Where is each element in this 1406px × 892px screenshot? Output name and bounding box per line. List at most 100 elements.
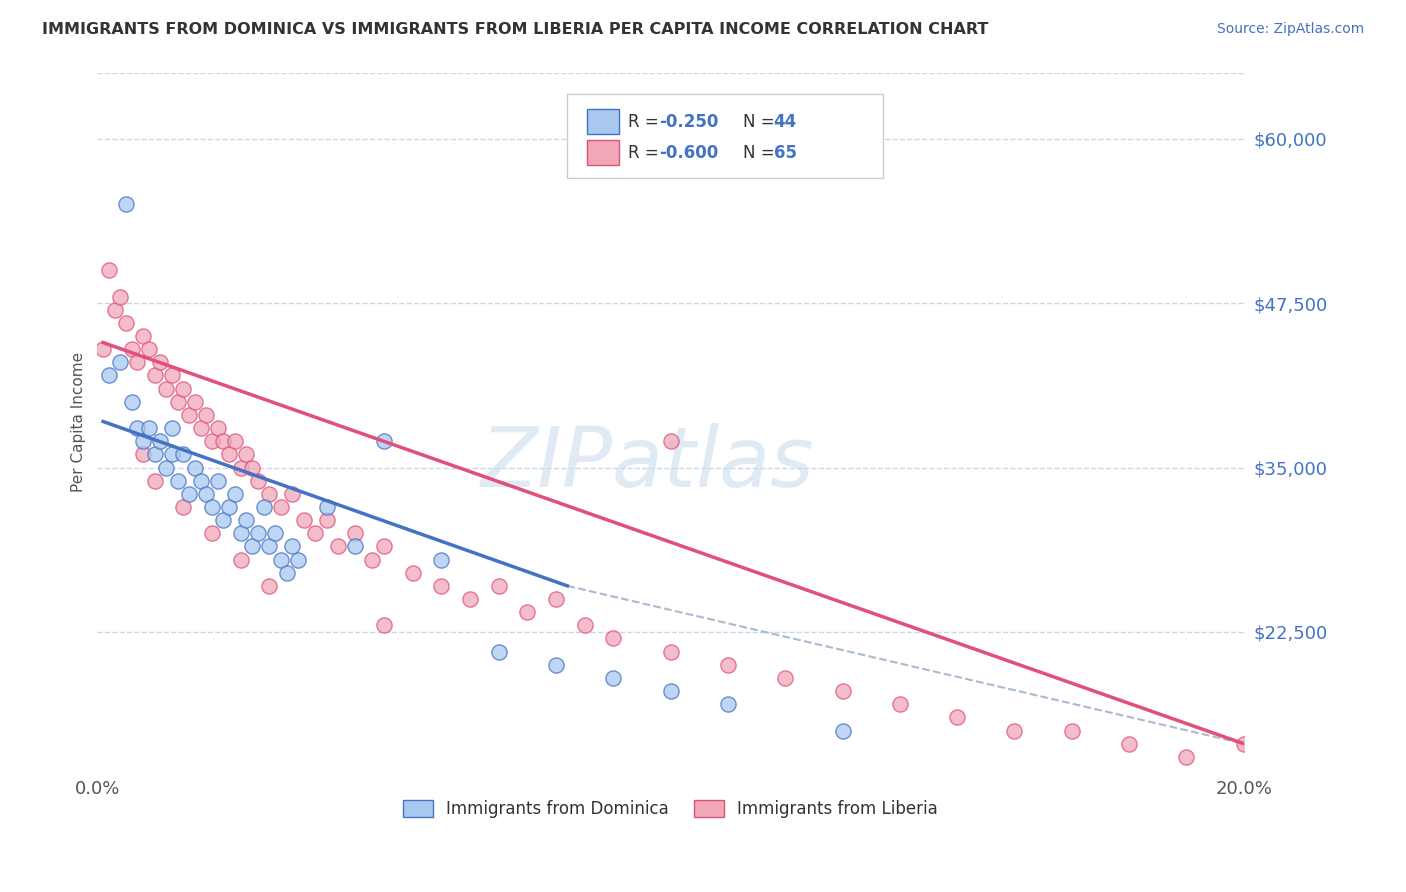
Point [115,316,138,330]
Point [121,342,143,356]
Point [1233,737,1256,751]
Point [138,342,160,356]
Point [127,421,149,435]
Y-axis label: Per Capita Income: Per Capita Income [72,351,86,491]
Point [138,421,160,435]
Point [516,605,538,619]
Bar [586,110,619,135]
Point [160,368,183,383]
Point [155,382,177,396]
Point [115,197,138,211]
Point [235,513,257,527]
Text: N =: N = [742,113,780,131]
Point [127,355,149,369]
Text: N =: N = [742,144,780,161]
Point [172,382,194,396]
Point [160,421,183,435]
Point [344,526,367,541]
Point [229,460,252,475]
Point [240,460,263,475]
Point [430,552,453,566]
Point [602,632,624,646]
Point [717,657,740,672]
Point [172,447,194,461]
Point [121,394,143,409]
Point [201,434,224,449]
Point [143,368,166,383]
Point [195,487,218,501]
Text: R =: R = [628,113,664,131]
Point [166,474,188,488]
Point [190,421,212,435]
Point [201,500,224,514]
Point [276,566,298,580]
Point [91,342,114,356]
Text: -0.600: -0.600 [659,144,718,161]
Point [177,487,200,501]
Point [207,421,229,435]
Point [229,526,252,541]
Point [304,526,326,541]
Text: ZIPatlas: ZIPatlas [481,423,814,504]
Point [246,474,269,488]
Point [184,394,207,409]
FancyBboxPatch shape [568,94,883,178]
Point [212,513,235,527]
Point [659,684,682,698]
Point [270,500,292,514]
Point [229,552,252,566]
Point [259,579,281,593]
Point [315,500,337,514]
Point [240,540,263,554]
Point [717,698,740,712]
Point [143,447,166,461]
Point [132,447,155,461]
Text: Source: ZipAtlas.com: Source: ZipAtlas.com [1216,22,1364,37]
Point [401,566,423,580]
Point [831,723,853,738]
Point [212,434,235,449]
Point [149,355,172,369]
Point [207,474,229,488]
Point [166,394,188,409]
Point [458,592,481,607]
Point [488,579,510,593]
Text: -0.250: -0.250 [659,113,718,131]
Point [172,500,194,514]
Point [97,368,120,383]
Point [488,645,510,659]
Point [110,289,132,303]
Point [373,434,395,449]
Point [361,552,384,566]
Bar [586,140,619,165]
Point [224,487,246,501]
Point [430,579,453,593]
Point [184,460,207,475]
Point [235,447,257,461]
Point [659,434,682,449]
Point [315,513,337,527]
Point [218,500,240,514]
Point [1004,723,1026,738]
Point [259,487,281,501]
Point [195,408,218,422]
Text: IMMIGRANTS FROM DOMINICA VS IMMIGRANTS FROM LIBERIA PER CAPITA INCOME CORRELATIO: IMMIGRANTS FROM DOMINICA VS IMMIGRANTS F… [42,22,988,37]
Point [218,447,240,461]
Point [281,487,304,501]
Point [544,657,567,672]
Point [143,474,166,488]
Point [224,434,246,449]
Point [344,540,367,554]
Point [574,618,596,632]
Text: 44: 44 [773,113,797,131]
Point [544,592,567,607]
Text: 65: 65 [773,144,797,161]
Point [149,434,172,449]
Text: R =: R = [628,144,664,161]
Point [831,684,853,698]
Point [132,329,155,343]
Point [1118,737,1140,751]
Point [659,645,682,659]
Point [373,540,395,554]
Point [132,434,155,449]
